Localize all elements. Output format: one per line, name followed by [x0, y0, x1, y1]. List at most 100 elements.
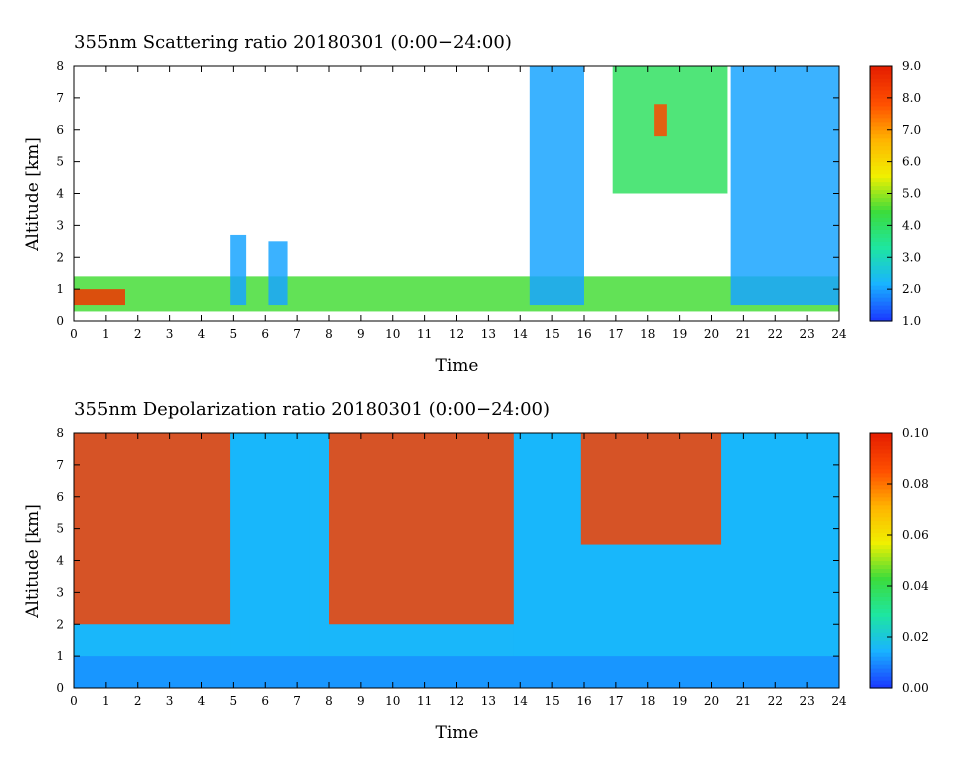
x-tick-label: 6: [261, 694, 269, 708]
x-tick-label: 23: [799, 694, 814, 708]
x-tick-label: 7: [293, 694, 301, 708]
colorbar-swatch: [870, 93, 892, 99]
x-tick-label: 10: [385, 327, 400, 341]
colorbar-swatch: [870, 137, 892, 143]
colorbar-swatch: [870, 297, 892, 302]
colorbar-swatch: [870, 73, 892, 79]
panel-title: 355nm Depolarization ratio 20180301 (0:0…: [74, 399, 550, 420]
colorbar-swatch: [870, 189, 892, 195]
colorbar-swatch: [870, 213, 892, 219]
x-tick-label: 21: [736, 327, 751, 341]
colorbar-swatch: [870, 608, 892, 613]
y-tick-label: 2: [56, 617, 64, 631]
colorbar-swatch: [870, 85, 892, 91]
x-tick-label: 8: [325, 694, 333, 708]
colorbar-swatch: [870, 317, 892, 322]
y-tick-label: 0: [56, 681, 64, 695]
colorbar-swatch: [870, 484, 892, 490]
colorbar-swatch: [870, 233, 892, 238]
colorbar-swatch: [870, 552, 892, 558]
colorbar-swatch: [870, 592, 892, 597]
colorbar-swatch: [870, 528, 892, 534]
colorbar-swatch: [870, 201, 892, 207]
colorbar-swatch: [870, 66, 892, 71]
panel-title: 355nm Scattering ratio 20180301 (0:00−24…: [74, 32, 512, 53]
y-tick-label: 5: [56, 522, 64, 536]
colorbar-swatch: [870, 113, 892, 119]
x-tick-label: 19: [672, 694, 687, 708]
x-tick-label: 5: [230, 327, 238, 341]
heatmap-region: [612, 66, 728, 194]
y-tick-label: 3: [56, 218, 64, 232]
depolarization-ratio-plot: 0 1 2 3 4 5 6 7 8 9 10 11 12 13 14 15 16 17 18 19 20 21 22 23 24…: [56, 426, 847, 708]
y-tick-label: 2: [56, 250, 64, 264]
colorbar-tick-label: 4.0: [902, 218, 921, 232]
colorbar-swatch: [870, 444, 892, 450]
colorbar-swatch: [870, 572, 892, 578]
x-tick-label: 2: [134, 327, 142, 341]
colorbar-swatch: [870, 181, 892, 187]
colorbar-swatch: [870, 472, 892, 478]
y-tick-label: 0: [56, 314, 64, 328]
colorbar-swatch: [870, 640, 892, 645]
colorbar-swatch: [870, 548, 892, 554]
colorbar-swatch: [870, 496, 892, 502]
x-tick-label: 18: [640, 327, 655, 341]
x-tick-label: 22: [768, 327, 783, 341]
colorbar-swatch: [870, 616, 892, 621]
y-axis-label: Altitude [km]: [23, 137, 43, 252]
colorbar-swatch: [870, 652, 892, 657]
colorbar-swatch: [870, 448, 892, 454]
colorbar-swatch: [870, 237, 892, 242]
colorbar-swatch: [870, 153, 892, 159]
x-tick-label: 14: [513, 327, 529, 341]
x-tick-label: 7: [293, 327, 301, 341]
heatmap-region: [268, 241, 288, 306]
colorbar-swatch: [870, 105, 892, 111]
colorbar-tick-label: 5.0: [902, 187, 921, 201]
depolarization-colorbar: 0.00 0.02 0.04 0.06 0.08 0.10: [869, 426, 929, 695]
colorbar-swatch: [870, 464, 892, 470]
colorbar-swatch: [870, 169, 892, 175]
y-tick-label: 8: [56, 59, 64, 73]
colorbar-swatch: [870, 648, 892, 653]
colorbar-swatch: [870, 500, 892, 506]
colorbar-swatch: [870, 89, 892, 95]
colorbar-swatch: [870, 568, 892, 574]
colorbar-swatch: [870, 261, 892, 266]
x-tick-label: 5: [230, 694, 238, 708]
colorbar-swatch: [870, 540, 892, 546]
x-tick-label: 3: [166, 327, 174, 341]
colorbar-swatch: [870, 452, 892, 458]
x-tick-label: 13: [481, 327, 496, 341]
colorbar-swatch: [870, 145, 892, 151]
y-tick-label: 5: [56, 155, 64, 169]
colorbar-swatch: [870, 596, 892, 601]
colorbar-tick-label: 3.0: [902, 250, 921, 264]
x-axis-label: Time: [436, 723, 479, 743]
colorbar-swatch: [870, 580, 892, 586]
y-tick-label: 1: [56, 282, 64, 296]
colorbar-swatch: [870, 524, 892, 530]
colorbar-swatch: [870, 309, 892, 314]
colorbar-swatch: [870, 476, 892, 482]
x-tick-label: 19: [672, 327, 687, 341]
heatmap-region: [654, 104, 667, 137]
scattering-ratio-panel: 355nm Scattering ratio 20180301 (0:00−24…: [23, 32, 921, 376]
colorbar-swatch: [870, 628, 892, 633]
colorbar-swatch: [870, 492, 892, 498]
colorbar-tick-label: 0.02: [902, 630, 929, 644]
colorbar-swatch: [870, 149, 892, 155]
colorbar-tick-label: 0.10: [902, 426, 929, 440]
colorbar-swatch: [870, 193, 892, 199]
colorbar-swatch: [870, 141, 892, 147]
colorbar-swatch: [870, 281, 892, 286]
colorbar-swatch: [870, 460, 892, 466]
x-tick-label: 4: [198, 327, 206, 341]
colorbar-swatch: [870, 197, 892, 203]
colorbar-swatch: [870, 157, 892, 163]
colorbar-swatch: [870, 69, 892, 75]
colorbar-swatch: [870, 588, 892, 593]
colorbar-swatch: [870, 504, 892, 510]
